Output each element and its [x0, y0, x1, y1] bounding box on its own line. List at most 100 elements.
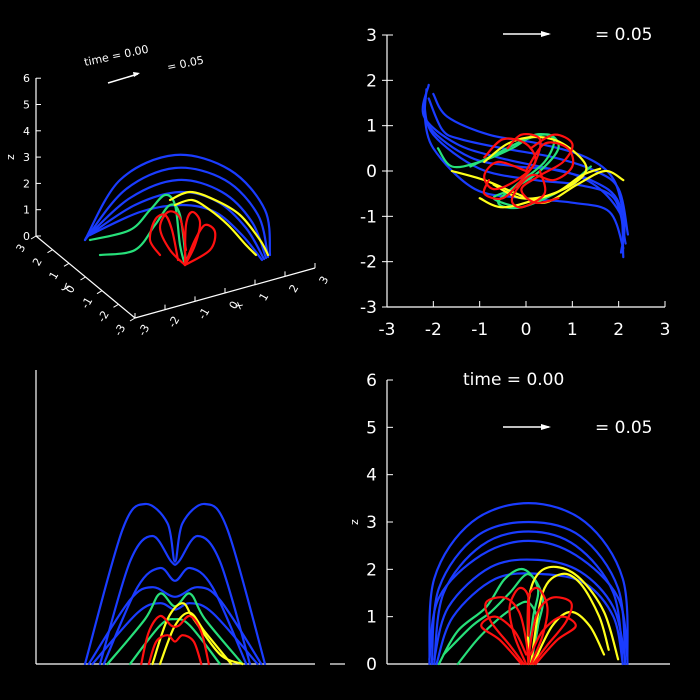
top-y-tick-label: -2 — [360, 253, 377, 273]
persp-fieldline-red — [148, 213, 180, 262]
persp-x-tick-label: -3 — [136, 322, 153, 338]
front-fieldline-green — [437, 567, 540, 666]
persp-fieldline-yellow — [173, 198, 258, 257]
top-y-tick-label: 2 — [366, 71, 377, 91]
front-fieldline-red — [480, 615, 528, 666]
front-fieldline-red — [526, 586, 549, 666]
persp-fieldline-blue — [88, 203, 264, 262]
side-fieldlines — [83, 502, 267, 666]
persp-y-tick — [47, 249, 53, 254]
side-fieldline-red — [140, 614, 210, 666]
front-fieldline-blue — [428, 502, 629, 666]
persp-y-tick-label: -2 — [95, 309, 112, 325]
front-fieldline-red — [527, 596, 573, 666]
persp-y-tick — [30, 235, 37, 240]
side-fieldline-yellow — [151, 602, 244, 666]
side-fieldline-blue — [98, 534, 252, 666]
persp-y-tick-label: 2 — [30, 256, 45, 269]
front-fieldline-blue — [433, 558, 627, 661]
persp-fieldline-red — [158, 210, 188, 267]
persp-z-tick-label: 1 — [23, 204, 30, 217]
top-fieldline-blue — [423, 101, 627, 245]
top-x-tick-label: -1 — [471, 320, 488, 340]
persp-scale-arrowhead — [133, 72, 140, 77]
persp-x-tick-label: 2 — [287, 282, 302, 295]
persp-z-ticks: 0 1 2 3 4 5 6 — [23, 72, 41, 243]
front-fieldline-blue — [435, 572, 624, 666]
top-x-tick-label: 1 — [567, 320, 578, 340]
persp-z-tick-label: 4 — [23, 125, 30, 138]
front-scale-arrowhead — [541, 424, 551, 430]
side-fieldline-red — [147, 634, 203, 666]
top-y-tick-label: 3 — [366, 26, 377, 46]
top-y-tick-label: 1 — [366, 117, 377, 137]
top-fieldline-red — [482, 133, 542, 200]
panel-side-view — [35, 370, 315, 666]
top-y-tick-label: -3 — [360, 298, 377, 318]
front-fieldlines — [428, 502, 629, 666]
persp-fieldline-green — [88, 193, 187, 267]
front-fieldline-blue — [433, 530, 624, 666]
front-y-tick-label: 1 — [366, 608, 377, 628]
front-fieldline-red — [529, 615, 577, 666]
side-fieldline-green — [128, 618, 222, 666]
front-y-tick-label: 0 — [366, 655, 377, 675]
persp-y-tick — [96, 290, 103, 295]
front-ticks: 0 1 2 3 4 5 6 — [366, 371, 393, 675]
top-fieldlines — [421, 83, 629, 259]
persp-x-tick-label: 1 — [257, 291, 272, 304]
persp-z-tick-label: 0 — [23, 230, 30, 243]
persp-x-tick-label: -1 — [196, 306, 213, 322]
front-time-annotation: time = 0.00 — [463, 370, 564, 390]
persp-z-tick-label: 5 — [23, 99, 30, 112]
persp-time-annotation: time = 0.00 — [83, 43, 150, 69]
persp-fieldline-blue — [84, 178, 268, 260]
side-fieldline-blue — [83, 502, 267, 666]
top-y-tick-label: -1 — [360, 207, 377, 227]
persp-y-tick-label: 3 — [14, 242, 29, 255]
top-x-tick-label: 2 — [613, 320, 624, 340]
persp-fieldline-yellow — [168, 190, 270, 257]
persp-y-tick-label: 1 — [47, 269, 62, 282]
front-y-tick-label: 3 — [366, 513, 377, 533]
front-y-tick-label: 6 — [366, 371, 377, 391]
persp-y-tick-label: -1 — [79, 295, 96, 311]
side-fieldline-blue — [91, 602, 259, 666]
persp-y-tick — [63, 262, 70, 267]
front-fieldline-yellow — [532, 610, 606, 666]
front-scale-label: = 0.05 — [595, 418, 653, 438]
persp-fieldline-blue — [83, 166, 270, 259]
front-fieldline-yellow — [529, 572, 610, 666]
top-fieldline-red — [520, 133, 574, 205]
top-x-tick-label: -2 — [425, 320, 442, 340]
persp-z-axis-label: z — [4, 154, 17, 160]
panel-top-view: = 0.05 3 2 1 0 -1 -2 -3-3 -2 -1 0 1 2 3 — [360, 25, 670, 340]
side-fieldline-blue — [102, 566, 248, 666]
top-fieldline-yellow — [492, 167, 602, 200]
persp-fieldline-red — [183, 210, 202, 267]
persp-y-tick-label: -3 — [112, 322, 129, 338]
top-fieldline-red — [483, 137, 537, 191]
front-fieldline-blue — [430, 520, 627, 666]
persp-z-tick-label: 6 — [23, 72, 30, 85]
top-x-tick-label: -3 — [379, 320, 396, 340]
persp-x-tick-label: -2 — [166, 314, 183, 330]
panel-front-view: time = 0.00 = 0.05 z 0 1 2 3 4 5 6 — [330, 370, 670, 675]
top-y-tick-label: 0 — [366, 162, 377, 182]
persp-scale-arrow — [107, 73, 139, 84]
persp-y-tick — [129, 317, 136, 322]
persp-x-tick-label: 3 — [317, 274, 332, 287]
persp-fieldline-red — [183, 223, 217, 267]
persp-fieldline-blue — [83, 153, 272, 257]
persp-y-tick — [113, 303, 119, 308]
front-z-axis-label: z — [348, 519, 361, 525]
top-x-tick-label: 3 — [660, 320, 671, 340]
top-scale-label: = 0.05 — [595, 25, 653, 45]
persp-z-tick-label: 2 — [23, 177, 30, 190]
persp-y-tick — [80, 276, 86, 281]
persp-scale-label: = 0.05 — [166, 53, 205, 73]
top-x-tick-label: 0 — [521, 320, 532, 340]
